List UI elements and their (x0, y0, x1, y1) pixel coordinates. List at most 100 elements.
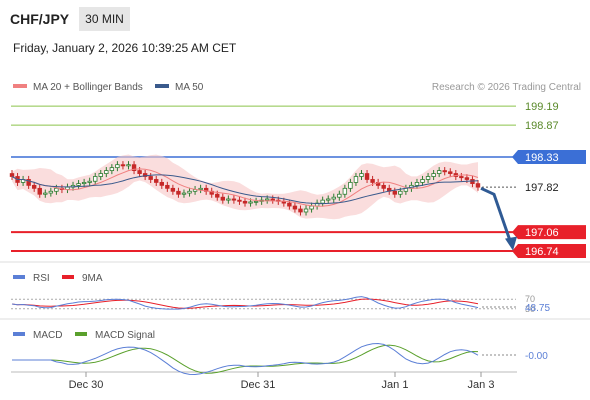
candle-body-69 (392, 190, 397, 195)
last-price-label: 197.82 (525, 182, 559, 194)
candle-body-31 (181, 192, 187, 195)
rsi-level-label-0: 70 (525, 294, 535, 304)
candle-body-41 (237, 199, 242, 202)
datetime-label: Friday, January 2, 2026 10:39:25 AM CET (13, 41, 237, 55)
candle-body-78 (442, 170, 447, 173)
moving-averages (11, 168, 479, 207)
candle-body-37 (215, 193, 220, 198)
candle-body-16 (98, 173, 103, 177)
candle-body-21 (126, 164, 131, 167)
level-label-1: 198.87 (525, 120, 559, 132)
bollinger-band (12, 154, 478, 220)
candle-body-38 (220, 196, 226, 201)
rsi-ma-legend-label: 9MA (82, 273, 103, 284)
macd-legend-swatch (13, 332, 25, 336)
macd-last-label: -0.00 (525, 351, 548, 362)
level-labels: 199.19 198.87 198.33 197.06 196.74 (512, 101, 586, 258)
candle-body-53 (303, 208, 309, 213)
level-lines (11, 105, 516, 252)
candle-body-25 (148, 176, 153, 180)
macd-signal-legend-swatch (75, 332, 87, 336)
candle-body-19 (115, 164, 120, 169)
candle-body-39 (226, 198, 231, 201)
candle-body-67 (381, 184, 386, 189)
x-tick-label-0: Dec 30 (69, 379, 104, 391)
rsi-ma-legend-swatch (62, 275, 74, 279)
level-tag-4 (512, 244, 586, 258)
ma20-legend-swatch (13, 84, 27, 88)
candle-body-27 (159, 182, 164, 186)
candle-body-43 (248, 201, 253, 204)
candle-body-18 (109, 167, 115, 171)
candle-body-15 (93, 176, 98, 182)
candle-body-57 (326, 198, 331, 201)
level-label-2: 198.33 (525, 152, 559, 164)
candle-body-26 (154, 179, 159, 183)
candle-body-7 (48, 190, 54, 194)
candle-body-23 (137, 170, 142, 174)
candle-body-5 (37, 187, 42, 195)
candle-body-47 (270, 198, 275, 201)
candle-body-46 (264, 198, 270, 201)
candle-body-14 (87, 180, 92, 183)
candle-body-59 (337, 193, 342, 198)
level-label-3: 197.06 (525, 227, 559, 239)
macd-line (12, 342, 479, 376)
level-label-4: 196.74 (525, 246, 559, 258)
pair-title: CHF/JPY (10, 11, 70, 27)
candle-body-42 (242, 200, 248, 204)
timeframe-badge-bg (79, 7, 130, 31)
candle-body-22 (131, 164, 137, 171)
candle-body-24 (142, 173, 148, 177)
candle-body-81 (459, 176, 464, 179)
candle-body-4 (31, 184, 37, 189)
candle-body-28 (165, 184, 170, 189)
candle-body-79 (448, 171, 453, 174)
candle-body-73 (414, 182, 420, 186)
candle-body-74 (420, 179, 425, 183)
rsi-legend-label: RSI (33, 273, 50, 284)
candle-body-0 (9, 173, 15, 177)
candle-body-6 (43, 192, 48, 195)
ma50-legend-label: MA 50 (175, 82, 204, 93)
macd-signal-legend-label: MACD Signal (95, 330, 155, 341)
candle-body-52 (298, 208, 303, 213)
x-tick-label-2: Jan 1 (382, 379, 409, 391)
candle-body-32 (187, 190, 192, 194)
candle-body-58 (331, 196, 336, 200)
timeframe-badge[interactable]: 30 MIN (85, 12, 124, 26)
candle-body-34 (198, 187, 203, 190)
rsi-ma-line (11, 298, 479, 309)
candle-body-54 (309, 205, 314, 210)
ma50-line (11, 174, 479, 205)
candle-body-44 (253, 200, 259, 203)
level-tag-3 (512, 225, 586, 240)
ma50-legend-swatch (155, 84, 169, 88)
bollinger-band-area (12, 154, 478, 220)
rsi-level-label-1: 30 (525, 304, 535, 314)
candle-body-82 (464, 177, 470, 180)
candle-body-63 (359, 173, 364, 177)
candle-body-12 (76, 183, 81, 186)
rsi-line (11, 296, 479, 310)
candle-body-62 (353, 176, 359, 183)
forecast-arrow (480, 186, 512, 242)
candle-body-30 (176, 190, 181, 195)
candle-body-75 (425, 176, 431, 180)
candle-body-77 (436, 170, 442, 174)
candle-body-84 (475, 183, 481, 188)
candle-body-70 (398, 190, 403, 195)
level-label-0: 199.19 (525, 101, 559, 113)
x-tick-label-3: Jan 3 (468, 379, 495, 391)
credit-label: Research © 2026 Trading Central (432, 82, 581, 93)
candle-body-13 (81, 182, 87, 185)
macd-legend-label: MACD (33, 330, 62, 341)
candle-body-17 (104, 170, 109, 174)
candle-body-40 (231, 198, 237, 201)
candle-body-56 (320, 199, 325, 204)
rsi-legend-swatch (13, 275, 25, 279)
candle-body-60 (342, 187, 348, 195)
candle-body-76 (431, 173, 436, 177)
candle-body-29 (170, 187, 176, 192)
